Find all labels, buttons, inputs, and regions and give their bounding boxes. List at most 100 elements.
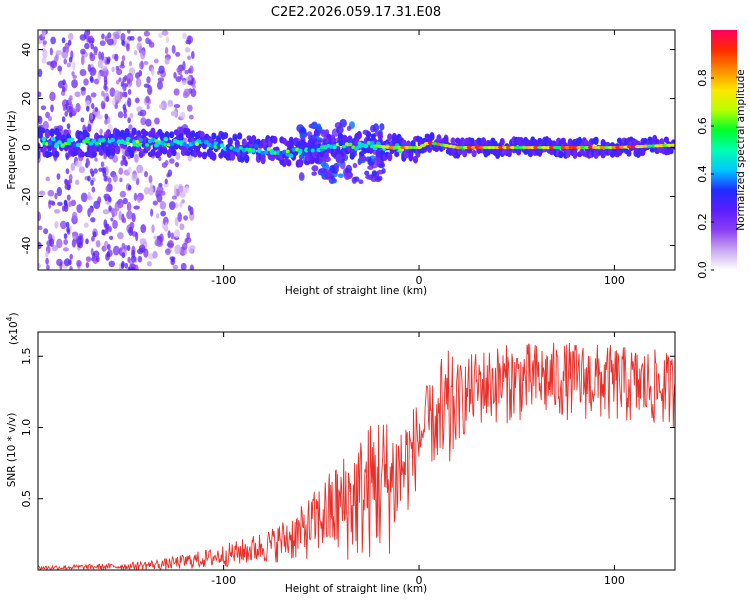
spectrogram-cell xyxy=(167,230,171,239)
spectrogram-cell xyxy=(127,266,132,270)
spectrogram-cell xyxy=(89,75,94,82)
spectrogram-cell xyxy=(103,76,108,83)
spectrogram-cell xyxy=(66,194,71,201)
spectrogram-cell xyxy=(135,72,140,79)
spectrogram-cell xyxy=(91,150,97,158)
spectrogram-cell xyxy=(123,107,127,114)
spectrogram-cell xyxy=(68,173,73,181)
spectrogram-cell xyxy=(345,142,350,146)
spectrogram-cell xyxy=(387,152,393,162)
spectrogram-cell xyxy=(175,76,182,83)
spectrogram-y-tick-label: -20 xyxy=(20,188,33,206)
spectrogram-cell xyxy=(63,141,68,146)
spectrogram-cell xyxy=(565,148,571,154)
spectrogram-cell xyxy=(237,132,243,140)
spectrogram-cell xyxy=(143,170,149,178)
spectrogram-cell xyxy=(100,65,108,72)
spectrogram-cells xyxy=(38,30,675,270)
spectrogram-cell xyxy=(169,141,175,147)
spectrogram-cell xyxy=(156,193,163,203)
spectrogram-cell xyxy=(129,35,135,41)
spectrogram-cell xyxy=(341,144,346,149)
spectrogram-cell xyxy=(190,51,195,60)
spectrogram-cell xyxy=(150,182,154,193)
spectrogram-cell xyxy=(100,51,105,61)
spectrogram-cell xyxy=(364,170,370,176)
spectrogram-cell xyxy=(96,255,100,263)
spectrogram-cell xyxy=(64,183,69,190)
colorbar-body xyxy=(711,30,737,270)
spectrogram-cell xyxy=(90,103,95,110)
spectrogram-cell xyxy=(124,128,130,134)
spectrogram-cell xyxy=(371,170,378,176)
spectrogram-cell xyxy=(450,137,456,145)
spectrogram-cell xyxy=(71,238,76,248)
spectrogram-cell xyxy=(170,110,178,117)
snr-y-tick-label: 0.5 xyxy=(20,490,33,508)
spectrogram-cell xyxy=(170,232,175,240)
spectrogram-cell xyxy=(177,69,182,76)
spectrogram-y-tick-label: 20 xyxy=(20,92,33,106)
spectrogram-cell xyxy=(68,56,73,63)
spectrogram-cell xyxy=(132,139,137,145)
spectrogram-cell xyxy=(115,79,120,85)
spectrogram-cell xyxy=(663,136,670,143)
spectrogram-cell xyxy=(122,197,128,205)
spectrogram-cell xyxy=(41,136,47,142)
spectrogram-cell xyxy=(38,211,42,222)
spectrogram-cell xyxy=(189,264,195,270)
spectrogram-cell xyxy=(90,43,94,50)
colorbar-label: Normalized spectral amplitude xyxy=(735,69,747,230)
spectrogram-cell xyxy=(41,57,47,64)
spectrogram-cell xyxy=(45,176,50,182)
spectrogram-cell xyxy=(47,151,53,158)
spectrogram-cell xyxy=(146,76,151,84)
spectrogram-cell xyxy=(182,32,187,39)
spectrogram-cell xyxy=(185,39,191,45)
spectrogram-cell xyxy=(151,224,155,234)
spectrogram-cell xyxy=(99,40,106,46)
spectrogram-cell xyxy=(47,141,53,146)
spectrogram-cell xyxy=(89,168,94,175)
spectrogram-cell xyxy=(143,30,150,37)
spectrogram-cell xyxy=(85,105,90,112)
spectrogram-cell xyxy=(89,114,94,121)
spectrogram-cell xyxy=(408,152,414,162)
spectrogram-cell xyxy=(100,161,105,168)
spectrogram-cell xyxy=(558,150,564,159)
spectrogram-cell xyxy=(310,148,315,153)
spectrogram-cell xyxy=(38,150,41,160)
spectrogram-cell xyxy=(38,262,41,269)
spectrogram-cell xyxy=(122,217,127,224)
spectrogram-cell xyxy=(69,253,73,260)
spectrogram-cell xyxy=(40,127,46,134)
spectrogram-cell xyxy=(266,147,271,151)
spectrogram-cell xyxy=(106,251,111,258)
spectrogram-cell xyxy=(154,117,160,125)
spectrogram-cell xyxy=(298,158,304,168)
spectrogram-cell xyxy=(377,133,383,140)
spectrogram-cell xyxy=(54,150,60,158)
spectrogram-cell xyxy=(254,143,259,148)
spectrogram-cell xyxy=(43,228,49,235)
spectrogram-y-ticks: -40 -20 0 20 40 xyxy=(20,43,675,254)
spectrogram-cell xyxy=(299,126,306,135)
spectrogram-cell xyxy=(110,217,114,222)
spectrogram-cell xyxy=(94,106,98,113)
spectrogram-cell xyxy=(156,185,164,195)
spectrogram-cell xyxy=(134,97,140,104)
spectrogram-cell xyxy=(424,133,430,139)
spectrogram-cell xyxy=(352,162,358,169)
snr-y-tick-label: 1.0 xyxy=(20,419,33,437)
spectrogram-cell xyxy=(178,185,184,193)
spectrogram-cell xyxy=(189,65,194,74)
spectrogram-cell xyxy=(62,105,67,112)
spectrogram-cell xyxy=(179,201,183,208)
spectrogram-cell xyxy=(157,77,165,82)
colorbar-tick-label: 0.4 xyxy=(696,165,709,183)
spectrogram-cell xyxy=(168,201,176,210)
spectrogram-cell xyxy=(80,117,85,123)
spectrogram-cell xyxy=(186,232,191,240)
spectrogram-cell xyxy=(107,38,114,46)
